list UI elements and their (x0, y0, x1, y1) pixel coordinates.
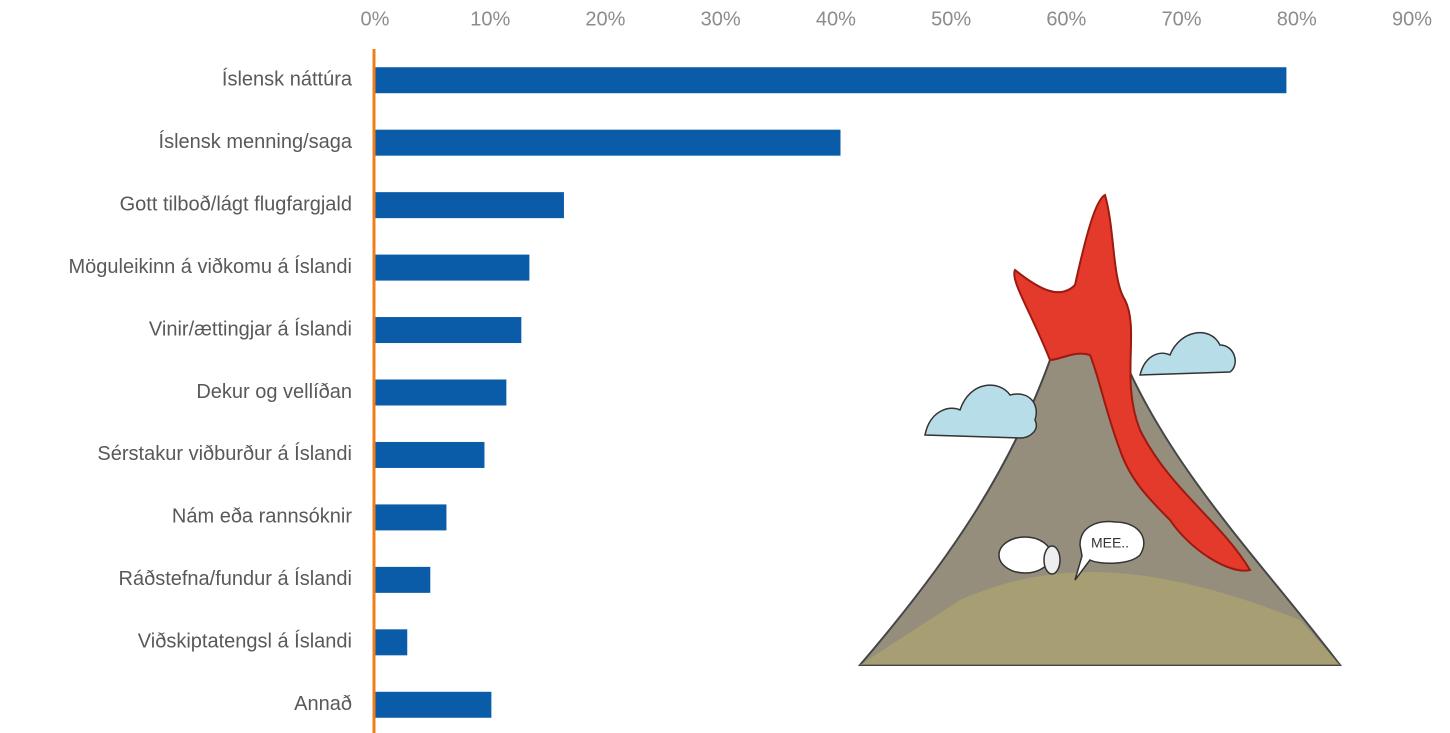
x-tick-label: 50% (931, 8, 971, 30)
y-tick-label: Íslensk náttúra (222, 68, 353, 91)
y-tick-label: Dekur og vellíðan (196, 381, 352, 403)
y-tick-label: Viðskiptatengsl á Íslandi (138, 630, 352, 653)
y-tick-label: Sérstakur viðburður á Íslandi (97, 442, 352, 465)
x-tick-label: 20% (585, 8, 625, 30)
y-tick-label: Annað (294, 693, 352, 715)
x-tick-label: 60% (1046, 8, 1086, 30)
x-tick-label: 40% (816, 8, 856, 30)
x-tick-label: 30% (701, 8, 741, 30)
bar (375, 691, 492, 718)
bar (375, 441, 485, 468)
bar (375, 629, 408, 656)
y-tick-label: Gott tilboð/lágt flugfargjald (120, 193, 352, 215)
x-tick-label: 10% (470, 8, 510, 30)
volcano-illustration: MEE.. (857, 193, 1343, 666)
x-tick-label: 0% (361, 8, 390, 30)
bar (375, 566, 431, 593)
y-tick-label: Vinir/ættingjar á Íslandi (149, 317, 352, 340)
x-tick-label: 70% (1162, 8, 1202, 30)
bar (375, 254, 530, 281)
bar (375, 67, 1287, 94)
y-tick-label: Möguleikinn á viðkomu á Íslandi (69, 255, 353, 278)
bar (375, 129, 841, 156)
annotation: MEE.. (1091, 535, 1129, 551)
bar (375, 317, 522, 344)
bar (375, 379, 507, 406)
x-tick-label: 80% (1277, 8, 1317, 30)
bar (375, 192, 564, 219)
y-tick-label: Ráðstefna/fundur á Íslandi (119, 567, 353, 590)
x-tick-label: 90% (1392, 8, 1432, 30)
bar (375, 504, 447, 531)
y-tick-label: Nám eða rannsóknir (172, 506, 352, 528)
y-tick-label: Íslensk menning/saga (159, 130, 353, 153)
